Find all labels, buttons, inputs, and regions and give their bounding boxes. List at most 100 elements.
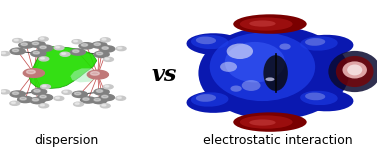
- Circle shape: [102, 95, 108, 98]
- Circle shape: [2, 90, 5, 92]
- Circle shape: [72, 40, 82, 44]
- Polygon shape: [70, 68, 97, 82]
- Ellipse shape: [279, 43, 291, 50]
- Ellipse shape: [242, 80, 260, 91]
- Circle shape: [116, 96, 125, 100]
- Ellipse shape: [336, 56, 373, 87]
- Text: dispersion: dispersion: [34, 134, 99, 147]
- Ellipse shape: [249, 20, 276, 27]
- Circle shape: [73, 40, 77, 42]
- Circle shape: [10, 48, 25, 54]
- Circle shape: [23, 69, 44, 77]
- Circle shape: [40, 46, 46, 49]
- Circle shape: [81, 44, 88, 46]
- Circle shape: [87, 70, 108, 79]
- Circle shape: [103, 85, 113, 89]
- Ellipse shape: [191, 35, 228, 49]
- Ellipse shape: [198, 26, 349, 120]
- Circle shape: [92, 97, 107, 104]
- Circle shape: [31, 51, 46, 57]
- Ellipse shape: [300, 36, 338, 51]
- Circle shape: [60, 52, 70, 56]
- Circle shape: [12, 49, 19, 52]
- Ellipse shape: [240, 115, 293, 129]
- Circle shape: [39, 57, 49, 61]
- Circle shape: [30, 41, 45, 47]
- Circle shape: [105, 85, 109, 87]
- Circle shape: [40, 104, 45, 106]
- Circle shape: [70, 49, 85, 55]
- Circle shape: [96, 52, 103, 55]
- Circle shape: [105, 58, 109, 60]
- Circle shape: [39, 37, 48, 41]
- Ellipse shape: [263, 55, 288, 91]
- Circle shape: [62, 90, 72, 94]
- Circle shape: [75, 103, 79, 104]
- Circle shape: [0, 90, 10, 94]
- Circle shape: [33, 98, 39, 101]
- Circle shape: [26, 70, 35, 74]
- Circle shape: [54, 46, 64, 50]
- Ellipse shape: [233, 14, 307, 34]
- Circle shape: [10, 101, 20, 105]
- Circle shape: [102, 104, 106, 106]
- Ellipse shape: [196, 94, 216, 102]
- Ellipse shape: [328, 51, 378, 92]
- Ellipse shape: [347, 65, 362, 75]
- Circle shape: [30, 97, 45, 104]
- Circle shape: [73, 50, 79, 52]
- Circle shape: [72, 91, 87, 97]
- Circle shape: [99, 94, 115, 101]
- Circle shape: [116, 47, 126, 51]
- Circle shape: [102, 47, 108, 49]
- Polygon shape: [29, 47, 97, 89]
- Circle shape: [40, 95, 46, 98]
- Circle shape: [19, 42, 34, 48]
- Circle shape: [101, 38, 110, 42]
- Circle shape: [33, 42, 39, 45]
- Ellipse shape: [225, 42, 285, 82]
- Ellipse shape: [231, 86, 242, 92]
- Circle shape: [79, 43, 94, 49]
- Circle shape: [104, 57, 113, 61]
- Circle shape: [18, 96, 33, 103]
- Ellipse shape: [191, 92, 228, 107]
- Ellipse shape: [196, 37, 216, 44]
- Circle shape: [94, 98, 101, 101]
- Circle shape: [37, 45, 53, 51]
- Circle shape: [32, 89, 46, 95]
- Circle shape: [34, 89, 40, 92]
- Ellipse shape: [227, 43, 253, 59]
- Circle shape: [33, 51, 39, 54]
- Ellipse shape: [296, 35, 353, 57]
- Circle shape: [74, 102, 84, 106]
- Circle shape: [21, 43, 27, 46]
- Circle shape: [94, 43, 101, 46]
- Circle shape: [94, 89, 109, 95]
- Text: vs: vs: [152, 64, 177, 86]
- Circle shape: [62, 53, 66, 54]
- Circle shape: [20, 97, 26, 100]
- Ellipse shape: [296, 89, 353, 111]
- Ellipse shape: [249, 119, 276, 126]
- Circle shape: [94, 51, 109, 57]
- Circle shape: [81, 97, 96, 103]
- Text: electrostatic interaction: electrostatic interaction: [203, 134, 352, 147]
- Circle shape: [56, 46, 60, 48]
- Circle shape: [100, 46, 115, 52]
- Ellipse shape: [210, 33, 315, 101]
- Circle shape: [64, 91, 68, 93]
- Circle shape: [96, 90, 103, 92]
- Ellipse shape: [300, 91, 338, 105]
- Circle shape: [92, 42, 107, 48]
- Circle shape: [118, 47, 122, 49]
- Circle shape: [90, 72, 99, 75]
- Circle shape: [54, 96, 64, 100]
- Circle shape: [40, 57, 45, 59]
- Circle shape: [11, 102, 15, 104]
- Circle shape: [83, 98, 89, 100]
- Circle shape: [12, 92, 19, 95]
- Circle shape: [56, 97, 60, 99]
- Circle shape: [74, 92, 81, 95]
- Ellipse shape: [186, 91, 244, 113]
